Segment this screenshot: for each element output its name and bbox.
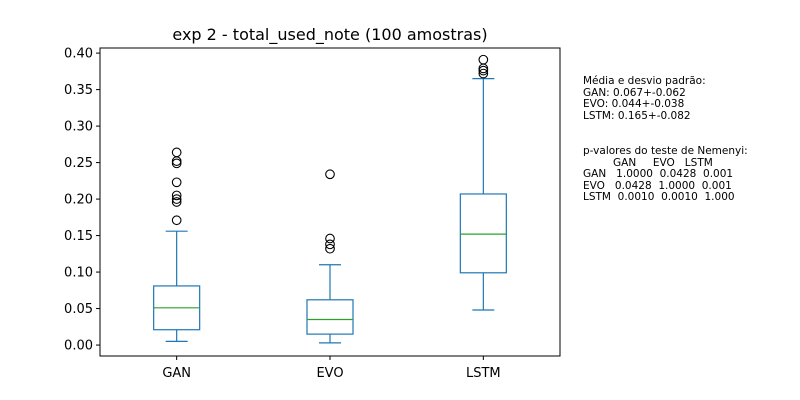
outlier-point (171, 158, 182, 169)
mean-std-annotation: Média e desvio padrão: GAN: 0.067+-0.062… (583, 75, 706, 122)
plot-area: 0.00 0.05 0.10 0.15 0.20 0.25 0.30 0.35 0.40 GAN E… (64, 47, 561, 381)
outlier-point (325, 243, 335, 254)
box-evo (306, 299, 354, 335)
x-tick-label: EVO (316, 366, 343, 381)
outlier-point (171, 215, 182, 226)
box-lstm (459, 193, 507, 274)
outlier-point (171, 190, 182, 201)
outlier-point (478, 54, 489, 65)
x-tick-label: GAN (162, 366, 191, 381)
y-tick-label: 0.35 (64, 83, 93, 98)
y-tick-label: 0.30 (64, 120, 93, 135)
outlier-point (171, 197, 182, 207)
outlier-point (478, 68, 489, 79)
outlier-point (325, 233, 335, 244)
outlier-point (171, 147, 182, 158)
outlier-point (171, 194, 182, 204)
outlier-point (325, 169, 335, 180)
y-tick-label: 0.25 (64, 156, 93, 171)
y-tick-label: 0.05 (64, 302, 93, 317)
outlier-point (478, 63, 489, 74)
chart-title: exp 2 - total_used_note (100 amostras) (172, 25, 487, 45)
y-tick-label: 0.10 (64, 266, 93, 281)
outlier-point (325, 239, 335, 250)
nemenyi-pvalues-annotation: p-valores do teste de Nemenyi: GAN EVO L… (583, 145, 748, 203)
y-tick-label: 0.00 (64, 339, 93, 354)
x-tick-label: LSTM (466, 366, 501, 381)
y-tick-label: 0.40 (64, 47, 93, 62)
outlier-point (171, 156, 182, 166)
outlier-point (171, 177, 182, 188)
y-tick-label: 0.15 (64, 229, 93, 244)
y-tick-label: 0.20 (64, 193, 93, 208)
